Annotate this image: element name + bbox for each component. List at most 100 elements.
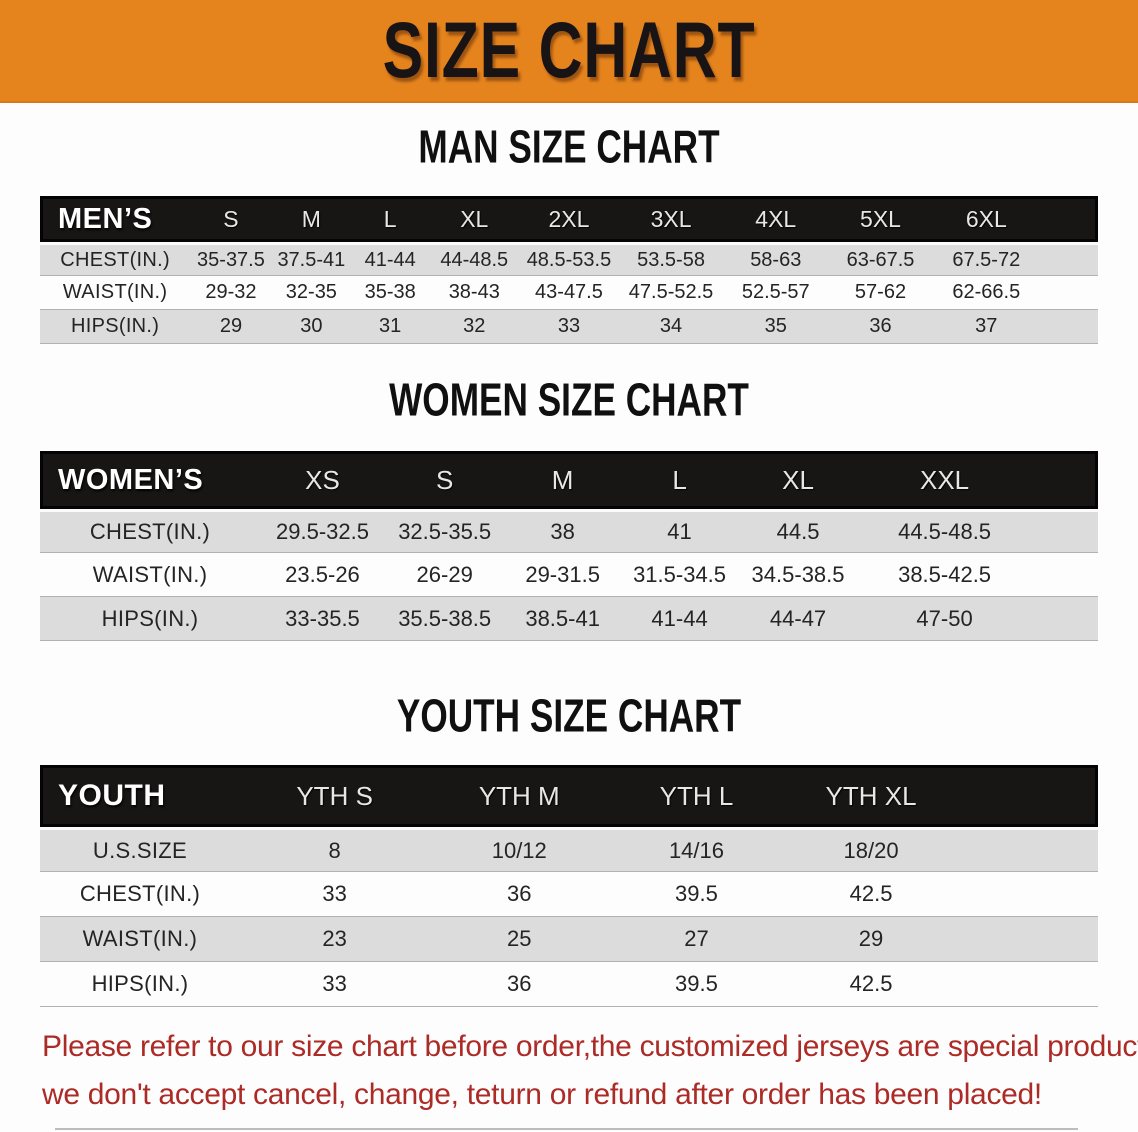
size-column-header: XXL xyxy=(857,451,1032,509)
table-title-cell: WOMEN’S xyxy=(40,451,261,509)
size-value: 8 xyxy=(239,827,430,872)
size-value: 14/16 xyxy=(609,827,784,872)
size-value: 27 xyxy=(609,917,784,962)
spacer-cell xyxy=(1039,196,1098,242)
row-label: CHEST(IN.) xyxy=(40,242,191,276)
size-value: 38.5-42.5 xyxy=(857,553,1032,597)
measurement-row: WAIST(IN.) 23 25 27 29 xyxy=(40,917,1098,962)
disclaimer-line-2: we don't accept cancel, change, teturn o… xyxy=(42,1078,1042,1111)
disclaimer-line-1: Please refer to our size chart before or… xyxy=(42,1030,1138,1063)
size-value: 37.5-41 xyxy=(271,242,352,276)
size-column-header: M xyxy=(271,196,352,242)
disclaimer: Please refer to our size chart before or… xyxy=(42,1023,1138,1119)
size-value: 39.5 xyxy=(609,962,784,1007)
size-column-header: YTH L xyxy=(609,765,784,827)
size-value: 53.5-58 xyxy=(618,242,724,276)
size-value: 41-44 xyxy=(351,242,430,276)
size-column-header: 2XL xyxy=(519,196,619,242)
spacer-cell xyxy=(958,765,1098,827)
size-value: 36 xyxy=(429,872,610,917)
measurement-row: CHEST(IN.) 33 36 39.5 42.5 xyxy=(40,872,1098,917)
spacer-cell xyxy=(958,962,1098,1007)
size-value: 23 xyxy=(239,917,430,962)
size-column-header: L xyxy=(351,196,430,242)
row-label: HIPS(IN.) xyxy=(40,962,240,1007)
size-column-header: YTH S xyxy=(239,765,430,827)
size-column-header: 4XL xyxy=(723,196,829,242)
size-value: 41 xyxy=(620,509,739,553)
size-value: 44.5 xyxy=(738,509,858,553)
size-value: 33 xyxy=(519,310,619,344)
size-value: 32-35 xyxy=(271,276,352,310)
size-column-header: XL xyxy=(429,196,520,242)
size-value: 33-35.5 xyxy=(260,597,385,641)
size-column-header: M xyxy=(504,451,621,509)
row-label: WAIST(IN.) xyxy=(40,276,191,310)
size-value: 23.5-26 xyxy=(260,553,385,597)
size-value: 31 xyxy=(351,310,430,344)
size-value: 43-47.5 xyxy=(519,276,619,310)
spacer-cell xyxy=(1031,553,1098,597)
youth-size-table: YOUTH YTH S YTH M YTH L YTH XL U.S.SIZE 8 10/12… xyxy=(40,765,1098,1007)
size-value: 48.5-53.5 xyxy=(519,242,619,276)
men-size-table: MEN’S S M L XL 2XL 3XL 4XL 5XL 6XL CHEST(IN.) 35-37… xyxy=(40,196,1098,344)
table-title-cell: MEN’S xyxy=(40,196,191,242)
spacer-cell xyxy=(958,917,1098,962)
spacer-cell xyxy=(1031,451,1098,509)
size-value: 62-66.5 xyxy=(932,276,1040,310)
size-value: 29-32 xyxy=(190,276,272,310)
size-value: 42.5 xyxy=(783,872,959,917)
size-value: 44-48.5 xyxy=(429,242,520,276)
size-value: 32.5-35.5 xyxy=(384,509,505,553)
row-label: WAIST(IN.) xyxy=(40,917,240,962)
size-column-header: 5XL xyxy=(828,196,933,242)
size-column-header: L xyxy=(620,451,739,509)
section-women: WOMEN SIZE CHART WOMEN’S XS S M L XL XXL CHEST(… xyxy=(0,344,1138,641)
size-column-header: S xyxy=(190,196,272,242)
size-value: 67.5-72 xyxy=(932,242,1040,276)
size-value: 47-50 xyxy=(857,597,1032,641)
table-header-row: WOMEN’S XS S M L XL XXL xyxy=(40,451,1098,509)
row-label: WAIST(IN.) xyxy=(40,553,261,597)
size-value: 35.5-38.5 xyxy=(384,597,505,641)
size-value: 33 xyxy=(239,872,430,917)
size-value: 44.5-48.5 xyxy=(857,509,1032,553)
size-value: 35-38 xyxy=(351,276,430,310)
size-value: 26-29 xyxy=(384,553,505,597)
measurement-row: HIPS(IN.) 33 36 39.5 42.5 xyxy=(40,962,1098,1007)
bottom-divider xyxy=(55,1128,1078,1130)
size-value: 36 xyxy=(828,310,933,344)
size-column-header: 6XL xyxy=(932,196,1040,242)
size-value: 10/12 xyxy=(429,827,610,872)
size-value: 34 xyxy=(618,310,724,344)
measurement-row: HIPS(IN.) 29 30 31 32 33 34 35 36 37 xyxy=(40,310,1098,344)
spacer-cell xyxy=(1039,276,1098,310)
size-value: 33 xyxy=(239,962,430,1007)
size-value: 29.5-32.5 xyxy=(260,509,385,553)
size-column-header: S xyxy=(384,451,505,509)
row-label: CHEST(IN.) xyxy=(40,872,240,917)
size-value: 31.5-34.5 xyxy=(620,553,739,597)
size-value: 30 xyxy=(271,310,352,344)
section-men: MAN SIZE CHART MEN’S S M L XL 2XL 3XL 4XL 5XL 6XL… xyxy=(0,103,1138,344)
page-title: SIZE CHART xyxy=(382,5,756,95)
size-value: 29-31.5 xyxy=(504,553,621,597)
measurement-row: CHEST(IN.) 29.5-32.5 32.5-35.5 38 41 44.5 44.5… xyxy=(40,509,1098,553)
size-column-header: XL xyxy=(738,451,858,509)
measurement-row: WAIST(IN.) 23.5-26 26-29 29-31.5 31.5-34.5 34… xyxy=(40,553,1098,597)
size-value: 38.5-41 xyxy=(504,597,621,641)
measurement-row: HIPS(IN.) 33-35.5 35.5-38.5 38.5-41 41-44 44-… xyxy=(40,597,1098,641)
table-title-cell: YOUTH xyxy=(40,765,240,827)
size-column-header: 3XL xyxy=(618,196,724,242)
spacer-cell xyxy=(1031,509,1098,553)
size-value: 41-44 xyxy=(620,597,739,641)
row-label: U.S.SIZE xyxy=(40,827,240,872)
size-value: 38-43 xyxy=(429,276,520,310)
size-column-header: YTH XL xyxy=(783,765,959,827)
size-value: 34.5-38.5 xyxy=(738,553,858,597)
women-section-heading: WOMEN SIZE CHART xyxy=(389,374,749,427)
size-value: 35 xyxy=(723,310,829,344)
youth-section-heading: YOUTH SIZE CHART xyxy=(396,689,742,742)
banner: SIZE CHART xyxy=(0,0,1138,103)
